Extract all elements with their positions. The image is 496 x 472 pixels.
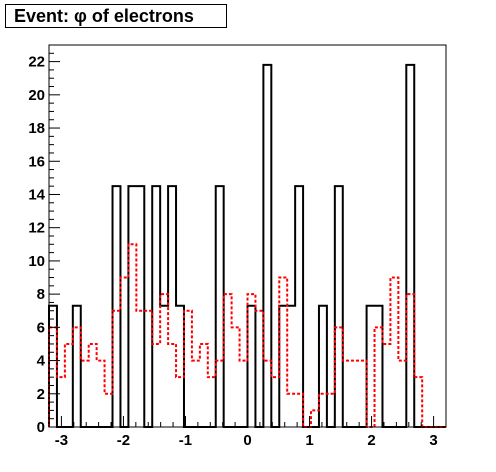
x-tick-label: -3 bbox=[55, 432, 68, 449]
y-tick-label: 10 bbox=[28, 253, 45, 270]
histogram-series-1 bbox=[48, 63, 446, 428]
y-tick-label: 18 bbox=[28, 120, 45, 137]
y-tick-label: 20 bbox=[28, 87, 45, 104]
x-tick-label: 0 bbox=[243, 432, 251, 449]
y-tick-label: 12 bbox=[28, 220, 45, 237]
x-tick-label: 2 bbox=[367, 432, 375, 449]
x-tick-label: 1 bbox=[305, 432, 313, 449]
y-tick-label: 16 bbox=[28, 153, 45, 170]
y-tick-label: 22 bbox=[28, 54, 45, 71]
x-tick-label: -2 bbox=[117, 432, 130, 449]
y-tick-label: 2 bbox=[37, 386, 45, 403]
x-tick-label: -1 bbox=[179, 432, 192, 449]
y-tick-label: 0 bbox=[37, 419, 45, 436]
y-tick-label: 14 bbox=[28, 186, 45, 203]
y-tick-label: 8 bbox=[37, 286, 45, 303]
y-tick-label: 6 bbox=[37, 319, 45, 336]
y-tick-label: 4 bbox=[37, 353, 46, 370]
series-layer bbox=[48, 63, 446, 428]
x-tick-label: 3 bbox=[429, 432, 437, 449]
chart-title: Event: φ of electrons bbox=[5, 4, 227, 28]
